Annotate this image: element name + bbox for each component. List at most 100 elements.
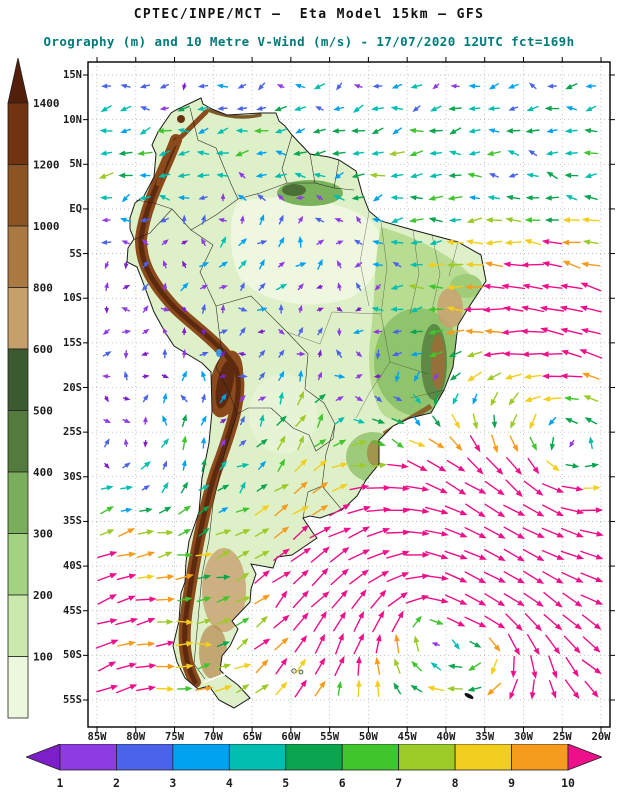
wind-arrow: [351, 128, 366, 134]
wind-arrow: [526, 172, 539, 178]
wind-arrow: [314, 633, 326, 654]
wind-arrow: [278, 329, 285, 335]
wind-arrow: [465, 284, 484, 290]
wind-arrow: [467, 457, 484, 475]
wind-level-label: 4: [226, 776, 233, 790]
wind-arrow: [488, 173, 499, 178]
wind-arrow: [239, 326, 246, 336]
wind-arrow: [294, 635, 307, 653]
wind-arrow: [329, 503, 351, 517]
wind-arrow: [181, 348, 187, 359]
wind-arrow: [297, 283, 304, 291]
wind-arrow: [181, 414, 187, 427]
wind-arrow: [100, 105, 112, 113]
wind-arrow: [546, 128, 558, 134]
wind-arrow: [162, 348, 168, 359]
wind-arrow: [424, 529, 449, 537]
wind-arrow: [491, 414, 498, 429]
wind-arrow: [424, 596, 449, 604]
wind-arrow: [545, 634, 561, 655]
wind-arrow: [559, 305, 584, 313]
wind-arrow: [142, 374, 150, 379]
wind-arrow: [175, 573, 195, 581]
wind-arrow: [139, 172, 151, 178]
orography-level-label: 1400: [33, 97, 60, 110]
wind-arrow: [119, 217, 132, 223]
wind-arrow: [182, 82, 187, 91]
wind-arrow: [116, 573, 137, 581]
wind-arrow: [541, 351, 563, 358]
wind-arrow: [539, 305, 565, 312]
wind-arrow: [385, 529, 411, 536]
wind-arrow: [275, 590, 288, 608]
wind-arrow: [272, 571, 292, 583]
wind-band: [454, 743, 512, 771]
wind-arrow: [349, 569, 370, 585]
wind-arrow: [277, 194, 285, 201]
wind-arrow: [503, 504, 526, 517]
wind-arrow: [429, 239, 442, 246]
wind-arrow: [355, 679, 362, 698]
wind-arrow: [405, 595, 430, 604]
wind-arrow: [235, 529, 251, 536]
wind-arrow: [219, 393, 227, 404]
wind-arrow: [427, 306, 444, 313]
wind-arrow: [390, 195, 404, 201]
wind-arrow: [353, 239, 363, 245]
wind-arrow: [136, 150, 153, 157]
wind-arrow: [410, 83, 423, 89]
wind-arrow: [472, 413, 479, 430]
wind-arrow: [565, 463, 580, 469]
wind-arrow: [274, 484, 290, 492]
wind-arrow: [374, 284, 381, 291]
wind-arrow: [353, 84, 363, 89]
wind-arrow: [584, 417, 598, 425]
wind-arrow: [427, 685, 445, 692]
wind-arrow: [392, 329, 402, 335]
wind-arrow: [425, 551, 449, 560]
wind-arrow: [277, 435, 286, 451]
wind-arrow: [561, 349, 582, 358]
wind-arrow: [485, 217, 503, 223]
wind-arrow: [176, 641, 194, 647]
wind-arrow: [220, 192, 226, 202]
wind-arrow: [560, 507, 585, 515]
wind-arrow: [293, 612, 309, 631]
wind-arrow: [156, 686, 175, 692]
wind-arrow: [278, 261, 286, 268]
wind-arrow: [503, 526, 526, 539]
wind-arrow: [468, 83, 481, 89]
wind-arrow: [215, 663, 232, 669]
wind-arrow: [142, 260, 149, 269]
wind-arrow: [141, 239, 149, 246]
wind-arrow: [451, 413, 461, 430]
lon-tick-label: 20W: [591, 731, 611, 743]
wind-arrow: [541, 549, 565, 560]
wind-arrow: [216, 83, 229, 89]
wind-arrow: [120, 83, 131, 89]
wind-arrow: [446, 617, 466, 627]
wind-arrow: [505, 217, 522, 223]
wind-arrow: [428, 329, 444, 335]
wind-arrow: [333, 194, 345, 201]
wind-arrow: [356, 655, 362, 676]
wind-arrow: [297, 235, 304, 248]
wind-arrow: [448, 105, 462, 112]
lon-tick-label: 70W: [203, 731, 223, 743]
wind-arrow: [541, 527, 565, 538]
wind-arrow: [562, 217, 580, 223]
wind-arrow: [142, 328, 150, 335]
wind-arrow: [413, 371, 420, 383]
wind-arrow: [391, 438, 405, 449]
wind-arrow: [238, 306, 248, 312]
wind-arrow: [426, 261, 445, 268]
orography-level-label: 800: [33, 282, 53, 295]
wind-band: [285, 743, 343, 771]
wind-arrow: [333, 611, 346, 632]
wind-arrow: [483, 351, 505, 358]
wind-arrow: [522, 527, 545, 539]
wind-arrow: [529, 436, 537, 451]
wind-arrow: [542, 261, 562, 268]
wind-arrow: [488, 637, 501, 652]
wind-arrow: [238, 259, 247, 270]
